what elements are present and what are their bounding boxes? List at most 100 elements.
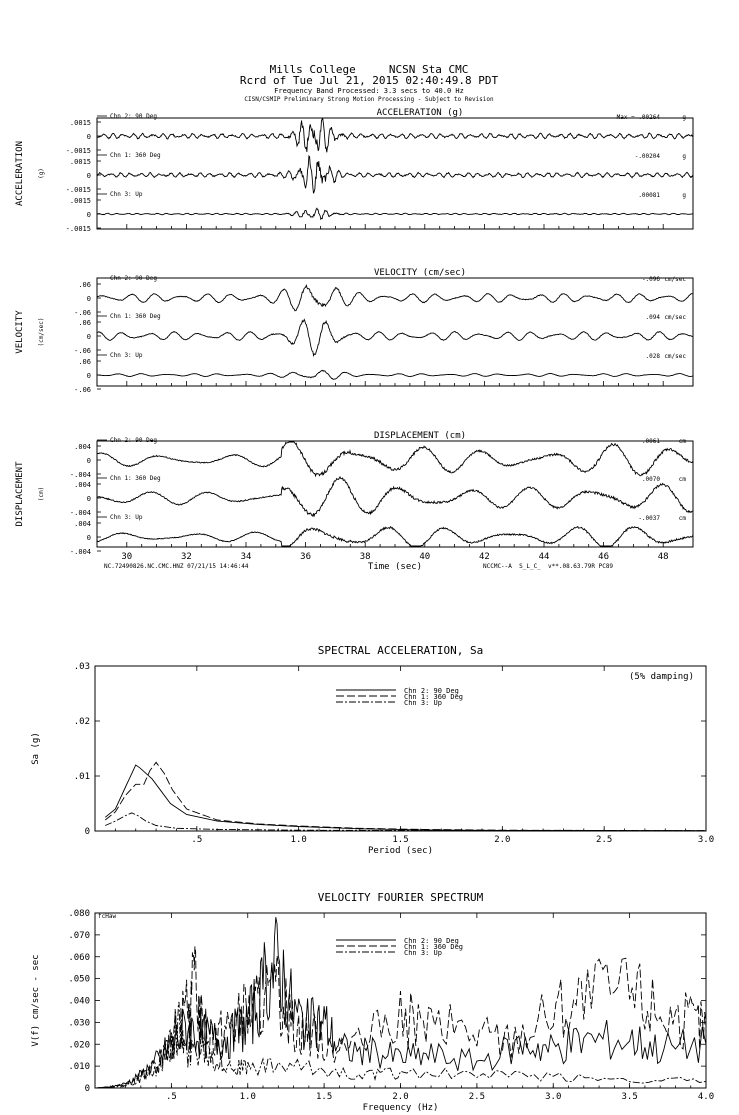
x-tick-label: 48	[658, 552, 669, 562]
panel-title: ACCELERATION (g)	[377, 108, 464, 118]
y-tick-label: 0	[87, 295, 91, 303]
y-tick-label: 0	[87, 211, 91, 219]
series-max-unit: g	[682, 114, 686, 121]
spectrum-series-line	[104, 764, 707, 832]
x-tick-label: 3.5	[621, 1092, 637, 1102]
y-tick-label: .080	[68, 909, 90, 919]
y-tick-label: -.004	[70, 548, 91, 556]
y-tick-label: .060	[68, 953, 90, 963]
y-tick-label: 0	[87, 495, 91, 503]
legend-entry: Chn 2: 90 Deg	[404, 937, 459, 945]
x-tick-label: .5	[166, 1092, 177, 1102]
y-tick-label: .004	[74, 481, 91, 489]
series-max-unit: cm	[679, 515, 687, 522]
y-tick-label: -.0015	[66, 147, 91, 155]
plot-title: VELOCITY FOURIER SPECTRUM	[318, 891, 484, 904]
record-id-right: NCCMC--A S_L_C_ v**.08.63.79R PC89	[483, 563, 613, 570]
spectrum-panel-4: VELOCITY FOURIER SPECTRUM Frequency (Hz) V…	[31, 891, 714, 1113]
y-tick-label: .004	[74, 520, 91, 528]
plot-frame	[94, 665, 707, 832]
y-tick-label: .0015	[70, 197, 91, 205]
x-tick-label: 2.5	[469, 1092, 485, 1102]
spectrum-series-line	[104, 761, 707, 832]
x-tick-label: 34	[241, 552, 252, 562]
time-series-group: ACCELERATION (g) ACCELERATION (g) .0015 0 -.0…	[15, 108, 694, 572]
y-tick-label: -.004	[70, 509, 91, 517]
x-axis-label: Time (sec)	[368, 562, 422, 572]
x-tick-label: 4.0	[698, 1092, 714, 1102]
series-max-value: -.096	[642, 276, 660, 283]
plot-frame	[94, 912, 707, 1089]
series-max-value: -.00204	[635, 153, 661, 160]
legend-entry: Chn 3: Up	[404, 699, 442, 707]
legend-entry: Chn 3: Up	[404, 949, 442, 957]
series-name: Chn 3: Up	[110, 352, 143, 359]
station-line: Mills College NCSN Sta CMC	[270, 63, 469, 76]
series-name: Chn 1: 360 Deg	[110, 152, 161, 159]
plot-annotation: (5% damping)	[629, 672, 694, 682]
y-tick-label: .03	[74, 662, 90, 672]
legend-entry: Chn 2: 90 Deg	[404, 687, 459, 695]
waveform-trace	[96, 284, 694, 312]
series-max-unit: cm/sec	[664, 314, 686, 321]
y-tick-label: .050	[68, 975, 90, 985]
y-tick-label: -.0015	[66, 186, 91, 194]
x-tick-label: 46	[598, 552, 609, 562]
band-line: Frequency Band Processed: 3.3 secs to 40…	[274, 87, 464, 95]
panel-ylabel: DISPLACEMENT	[15, 461, 25, 527]
waveform-trace	[96, 118, 694, 153]
waveform-trace	[96, 525, 694, 547]
y-tick-label: 0	[87, 457, 91, 465]
y-tick-label: 0	[87, 372, 91, 380]
y-tick-label: .0015	[70, 158, 91, 166]
y-tick-label: .06	[78, 358, 91, 366]
x-tick-label: .5	[191, 835, 202, 845]
x-axis-label: Frequency (Hz)	[363, 1103, 439, 1113]
y-tick-label: .06	[78, 319, 91, 327]
x-tick-label: 1.5	[316, 1092, 332, 1102]
y-tick-label: 0	[87, 534, 91, 542]
waveform-trace	[96, 369, 694, 380]
waveform-trace	[96, 207, 694, 221]
record-line: Rcrd of Tue Jul 21, 2015 02:40:49.8 PDT	[240, 74, 499, 87]
x-tick-label: 3.0	[545, 1092, 561, 1102]
y-tick-label: .070	[68, 931, 90, 941]
panel-frame	[96, 277, 694, 387]
spectrum-series-line	[105, 812, 707, 832]
series-max-unit: g	[682, 192, 686, 199]
record-id-left: NC.72490826.NC.CMC.HNZ 07/21/15 14:46:44	[104, 563, 249, 570]
prelim-line: CISN/CSMIP Preliminary Strong Motion Pro…	[244, 96, 494, 103]
x-tick-label: 32	[181, 552, 192, 562]
x-tick-label: 1.5	[392, 835, 408, 845]
x-tick-label: 2.0	[392, 1092, 408, 1102]
y-tick-label: .020	[68, 1040, 90, 1050]
waveform-trace	[96, 475, 694, 518]
series-max-unit: g	[682, 153, 686, 160]
y-tick-label: .06	[78, 281, 91, 289]
y-axis-label: V(f) cm/sec - sec	[31, 954, 41, 1046]
panel-yunit: (cm/sec)	[38, 318, 45, 347]
x-tick-label: 1.0	[291, 835, 307, 845]
series-name: Chn 2: 90 Deg	[110, 113, 157, 120]
y-axis-label: Sa (g)	[31, 732, 41, 765]
series-name: Chn 2: 90 Deg	[110, 437, 157, 444]
series-name: Chn 2: 90 Deg	[110, 275, 157, 282]
waveform-trace	[96, 154, 694, 194]
x-tick-label: 38	[360, 552, 371, 562]
time-series-panel-2: DISPLACEMENT (cm) DISPLACEMENT (cm) .004 0 -.…	[15, 431, 694, 572]
panel-yunit: (cm)	[38, 487, 45, 501]
x-tick-label: 36	[300, 552, 311, 562]
series-name: Chn 3: Up	[110, 514, 143, 521]
series-max-value: .00081	[638, 192, 660, 199]
x-tick-label: 44	[539, 552, 550, 562]
x-tick-label: 30	[121, 552, 132, 562]
x-tick-label: 3.0	[698, 835, 714, 845]
panel-ylabel: ACCELERATION	[15, 141, 25, 206]
series-max-value: -.0037	[638, 515, 660, 522]
series-name: Chn 1: 360 Deg	[110, 313, 161, 320]
x-tick-label: 1.0	[240, 1092, 256, 1102]
legend-entry: Chn 1: 360 Deg	[404, 943, 463, 951]
spectrum-series-line	[95, 1001, 707, 1089]
panel-title: VELOCITY (cm/sec)	[374, 268, 466, 278]
